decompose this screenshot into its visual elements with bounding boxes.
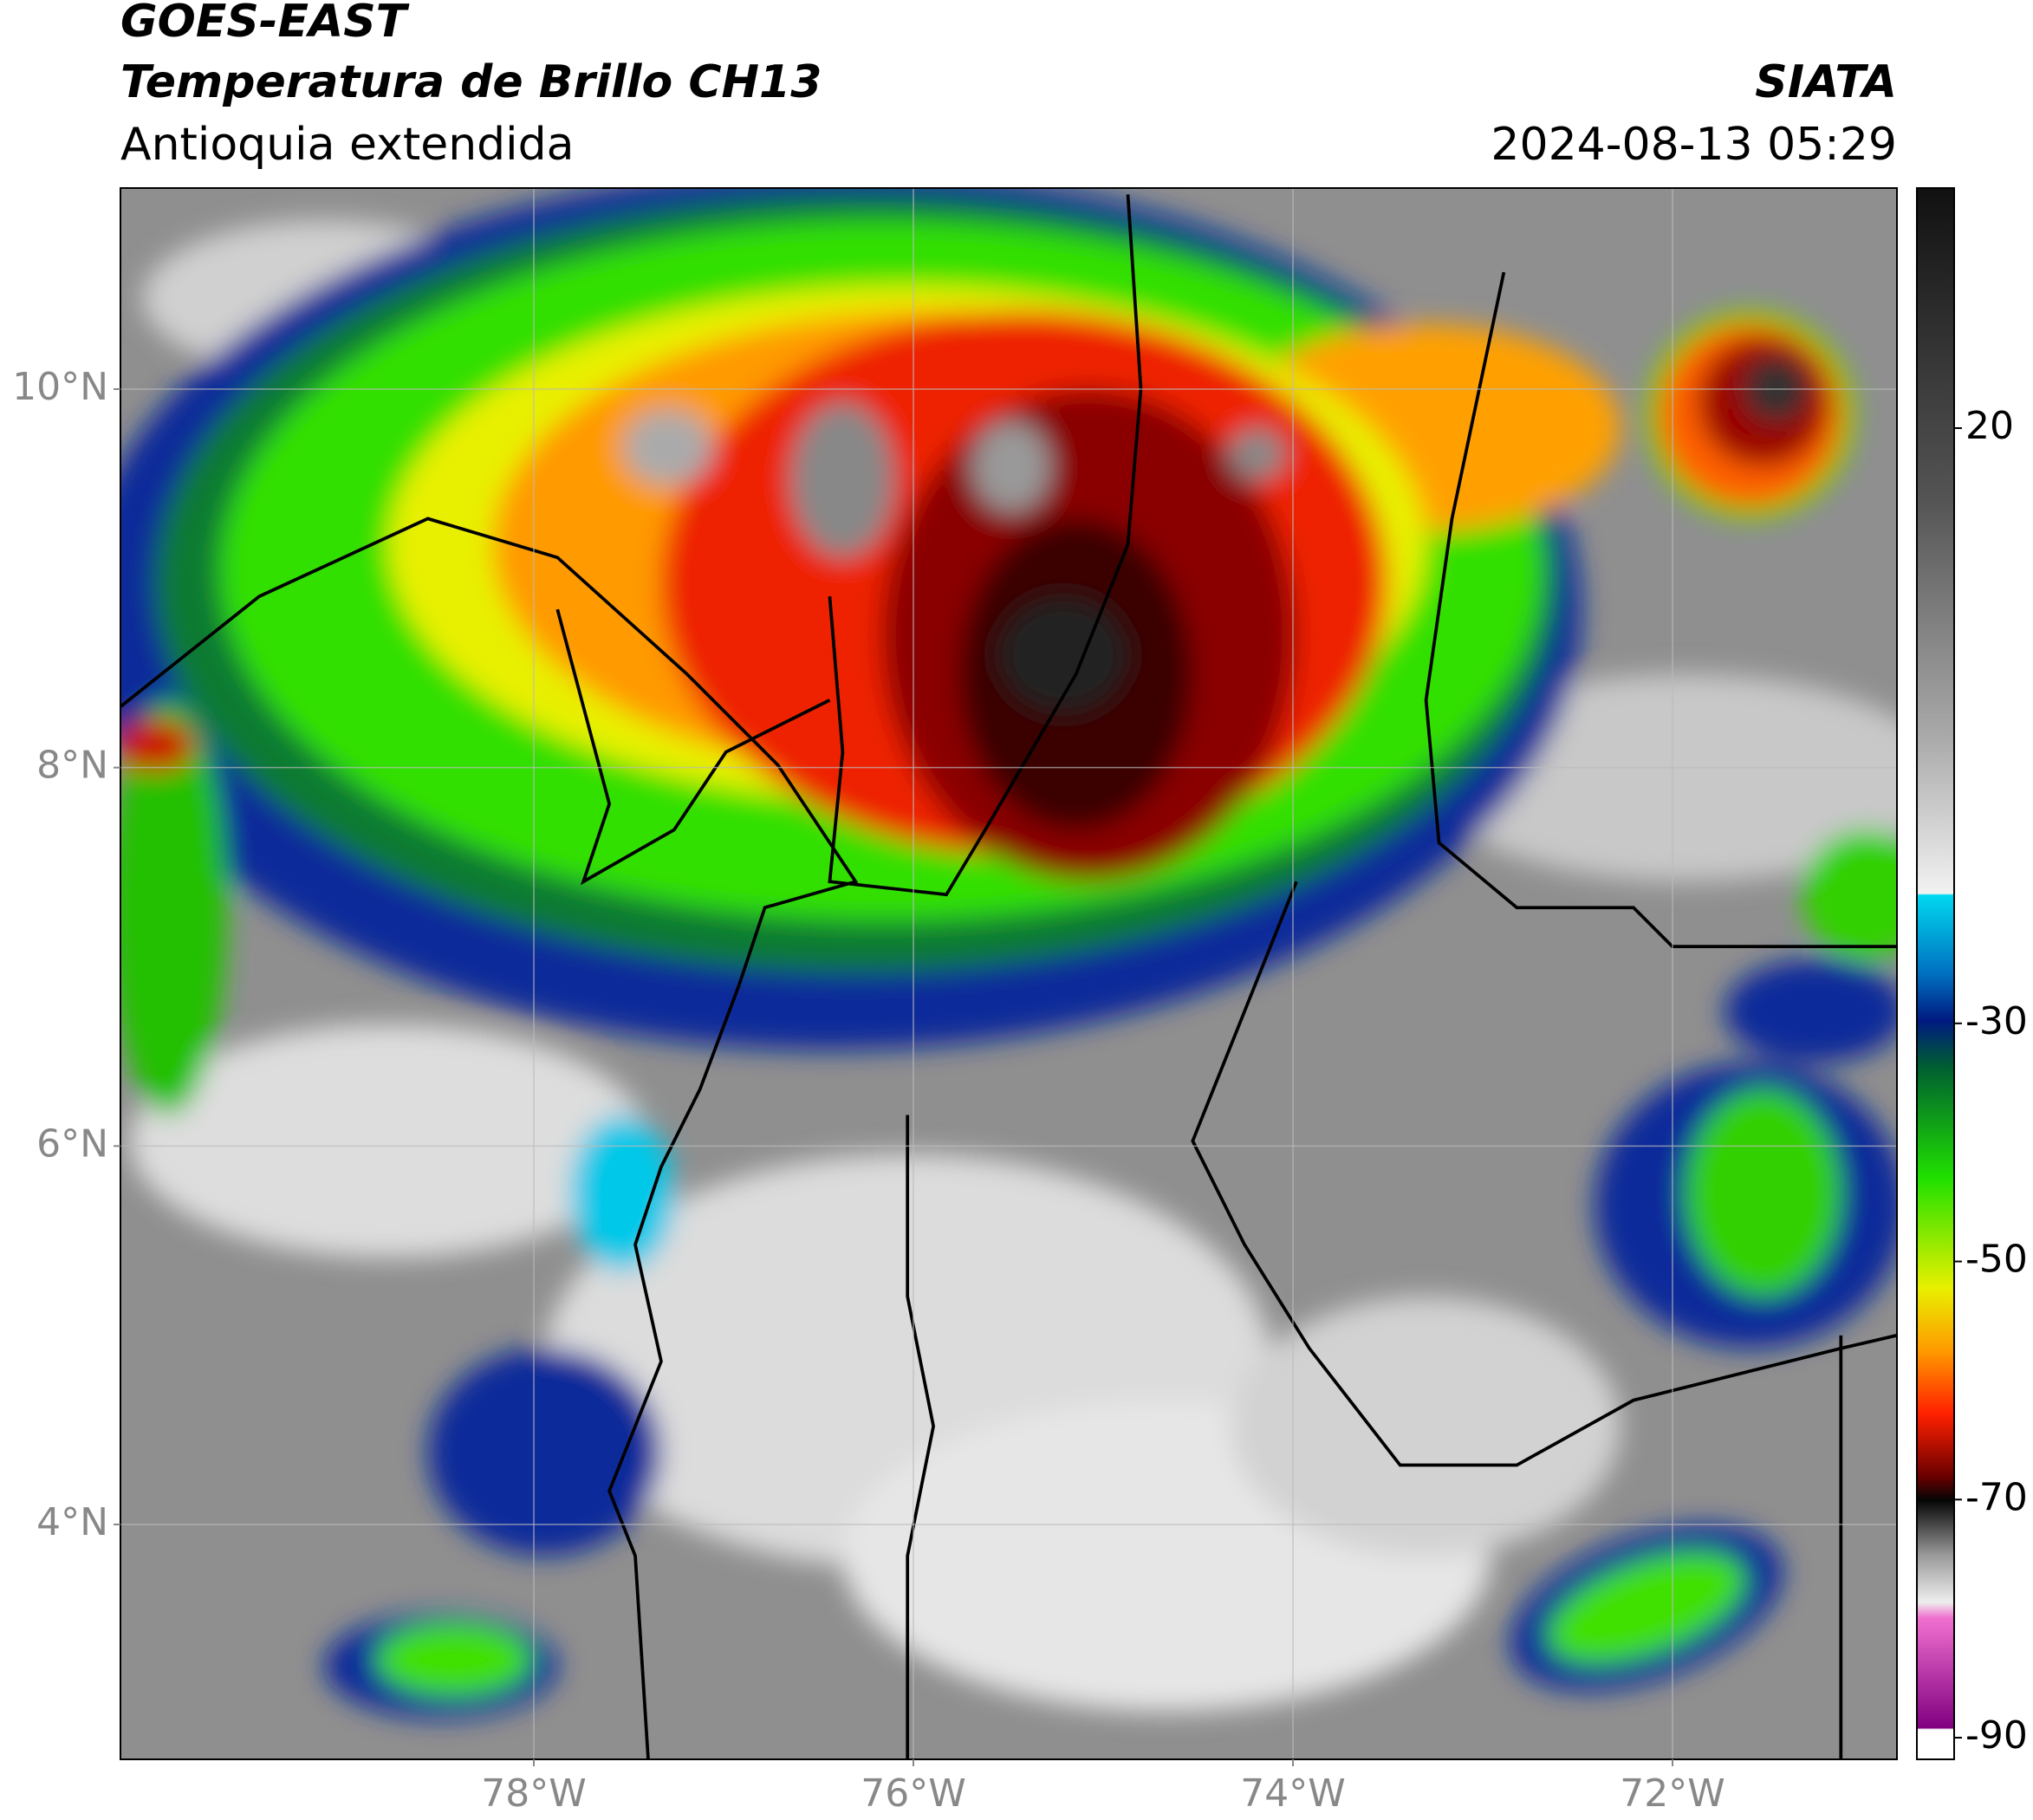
x-tick-label: 72°W: [1620, 1771, 1725, 1816]
y-tick-label: 4°N: [36, 1500, 108, 1544]
subtitle: Temperatura de Brillo CH13: [120, 56, 822, 108]
x-tick-label: 76°W: [861, 1771, 966, 1816]
y-tick-label: 10°N: [12, 365, 108, 409]
colorbar-label: -30: [1965, 999, 2028, 1043]
map-frame: [120, 187, 1898, 1760]
colorbar-label: 20: [1965, 404, 2014, 448]
region: Antioquia extendida: [120, 119, 575, 171]
colorbar-label: -50: [1965, 1238, 2028, 1282]
y-tick-label: 8°N: [36, 744, 108, 788]
source: SIATA: [1755, 56, 1897, 108]
x-tick-label: 78°W: [481, 1771, 587, 1816]
satellite-image: [120, 188, 1897, 1759]
colorbar: [1916, 187, 1955, 1760]
timestamp: 2024-08-13 05:29: [1491, 119, 1897, 171]
graticule: [120, 188, 1897, 1759]
y-tick-label: 6°N: [36, 1121, 108, 1166]
x-tick-label: 74°W: [1240, 1771, 1346, 1816]
title: GOES-EAST: [120, 0, 410, 48]
colorbar-label: -70: [1965, 1475, 2028, 1519]
colorbar-label: -90: [1965, 1713, 2028, 1758]
